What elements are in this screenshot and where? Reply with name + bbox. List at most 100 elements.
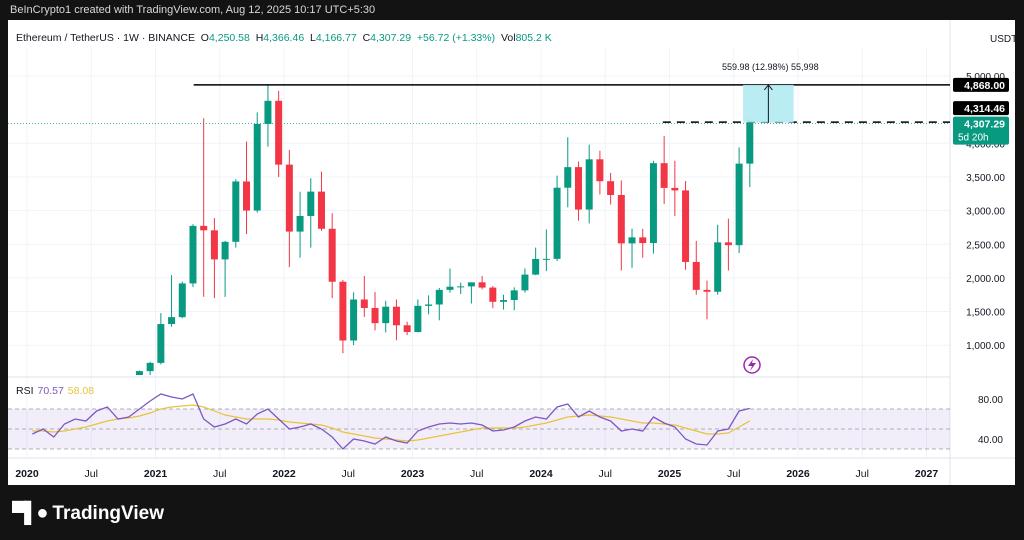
y-tick-label: 4,000.00: [966, 139, 1005, 150]
candle-body: [264, 100, 272, 124]
measure-arrow-head: [763, 84, 773, 91]
candle-body: [532, 258, 540, 275]
candle-body: [210, 230, 218, 260]
x-tick-label: Jul: [342, 468, 355, 480]
y-tick-label: 1,500.00: [966, 308, 1005, 319]
candle-body: [500, 300, 508, 302]
candle-body: [243, 181, 251, 211]
rsi-ma-value: 58.08: [67, 385, 95, 397]
candle-body: [585, 159, 593, 210]
candle-body: [50, 398, 57, 404]
candle-body: [735, 163, 743, 246]
candle-body: [221, 241, 229, 260]
logo-text: TradingView: [52, 502, 164, 524]
candle-body: [82, 397, 89, 398]
candle-body: [649, 163, 657, 244]
candle-body: [178, 283, 186, 318]
candle-body: [521, 274, 529, 291]
attribution: BeInCrypto1 created with TradingView.com…: [10, 4, 376, 16]
high-label: H: [255, 32, 264, 44]
candle-body: [435, 289, 443, 305]
candle-body: [360, 299, 368, 308]
rsi-value: 70.57: [37, 385, 64, 397]
x-tick-label: Jul: [856, 468, 869, 480]
symbol-legend: Ethereum / TetherUS · 1W · BINANCE O4,25…: [16, 32, 552, 44]
x-tick-label: Jul: [727, 468, 740, 480]
candle-body: [61, 399, 68, 404]
x-tick-label: Jul: [85, 468, 98, 480]
candle-body: [553, 187, 561, 259]
candle-body: [682, 190, 690, 262]
candle-body: [296, 215, 304, 232]
y-tick-label: 3,500.00: [966, 173, 1005, 184]
candle-body: [639, 237, 647, 244]
candle-body: [660, 163, 668, 188]
candle-body: [157, 324, 165, 363]
open-value: 4,250.58: [208, 32, 250, 44]
rsi-legend: RSI 70.57 58.08: [16, 385, 94, 397]
y-tick-label: 1,000.00: [966, 341, 1005, 352]
x-tick-label: Jul: [213, 468, 226, 480]
x-tick-label: 2020: [15, 468, 39, 480]
candle-body: [724, 242, 732, 246]
symbol-name: Ethereum / TetherUS · 1W · BINANCE: [16, 32, 195, 44]
y-tick-label: 2,000.00: [966, 274, 1005, 285]
x-tick-label: 2021: [144, 468, 168, 480]
resistance-price-label-bg: [953, 77, 1009, 92]
candle-body: [489, 287, 497, 302]
candle-body: [328, 228, 336, 282]
candle-body: [671, 187, 679, 191]
candle-body: [628, 237, 636, 244]
candle-body: [746, 122, 754, 164]
vol-value: 805.2 K: [515, 32, 552, 44]
candle-body: [253, 123, 261, 211]
x-tick-label: 2023: [401, 468, 425, 480]
candle-body: [574, 167, 582, 210]
candle-body: [425, 304, 433, 306]
candle-body: [135, 371, 143, 375]
low-value: 4,166.77: [315, 32, 357, 44]
rsi-label: RSI: [16, 385, 34, 397]
chart-panel[interactable]: [8, 20, 1015, 485]
rsi-line: [32, 393, 750, 450]
tradingview-logo: ▀▌● TradingView: [12, 502, 164, 525]
currency-label[interactable]: USDT: [990, 34, 1018, 45]
candle-body: [285, 164, 293, 232]
candle-body: [200, 225, 208, 231]
dashed-price-label-bg: [953, 101, 1009, 116]
candle-body: [232, 181, 240, 242]
candle-body: [414, 305, 422, 333]
x-tick-label: Jul: [470, 468, 483, 480]
candle-body: [564, 167, 572, 188]
x-tick-label: Jul: [599, 468, 612, 480]
vol-label: Vol: [500, 32, 516, 44]
y-tick-label: 5,000.00: [966, 72, 1005, 83]
candle-body: [93, 389, 100, 397]
close-value: 4,307.29: [370, 32, 412, 44]
x-tick-label: 2027: [915, 468, 939, 480]
x-tick-label: 2022: [272, 468, 296, 480]
candle-body: [510, 290, 518, 301]
rsi-pane: [8, 393, 950, 450]
close-label: C: [362, 32, 371, 44]
candle-body: [275, 100, 283, 165]
candle-body: [703, 289, 711, 292]
countdown-label: 5d 20h: [958, 133, 989, 144]
dashed-price-label: 4,314.46: [964, 103, 1005, 115]
candle-body: [339, 281, 347, 341]
y-tick-label: 3,000.00: [966, 207, 1005, 218]
candle-body: [115, 383, 122, 388]
tradingview-logo-icon: ▀▌●: [12, 502, 48, 524]
candle-body: [382, 306, 390, 324]
candle-body: [478, 282, 486, 288]
candle-body: [189, 225, 197, 284]
candle-body: [307, 191, 315, 216]
candle-body: [542, 258, 550, 260]
candle-body: [371, 307, 379, 324]
lightning-icon-glyph: [748, 359, 756, 371]
high-value: 4,366.46: [263, 32, 305, 44]
candle-body: [692, 261, 700, 290]
candle-body: [317, 191, 325, 229]
last-price-label-bg: [953, 116, 1009, 145]
